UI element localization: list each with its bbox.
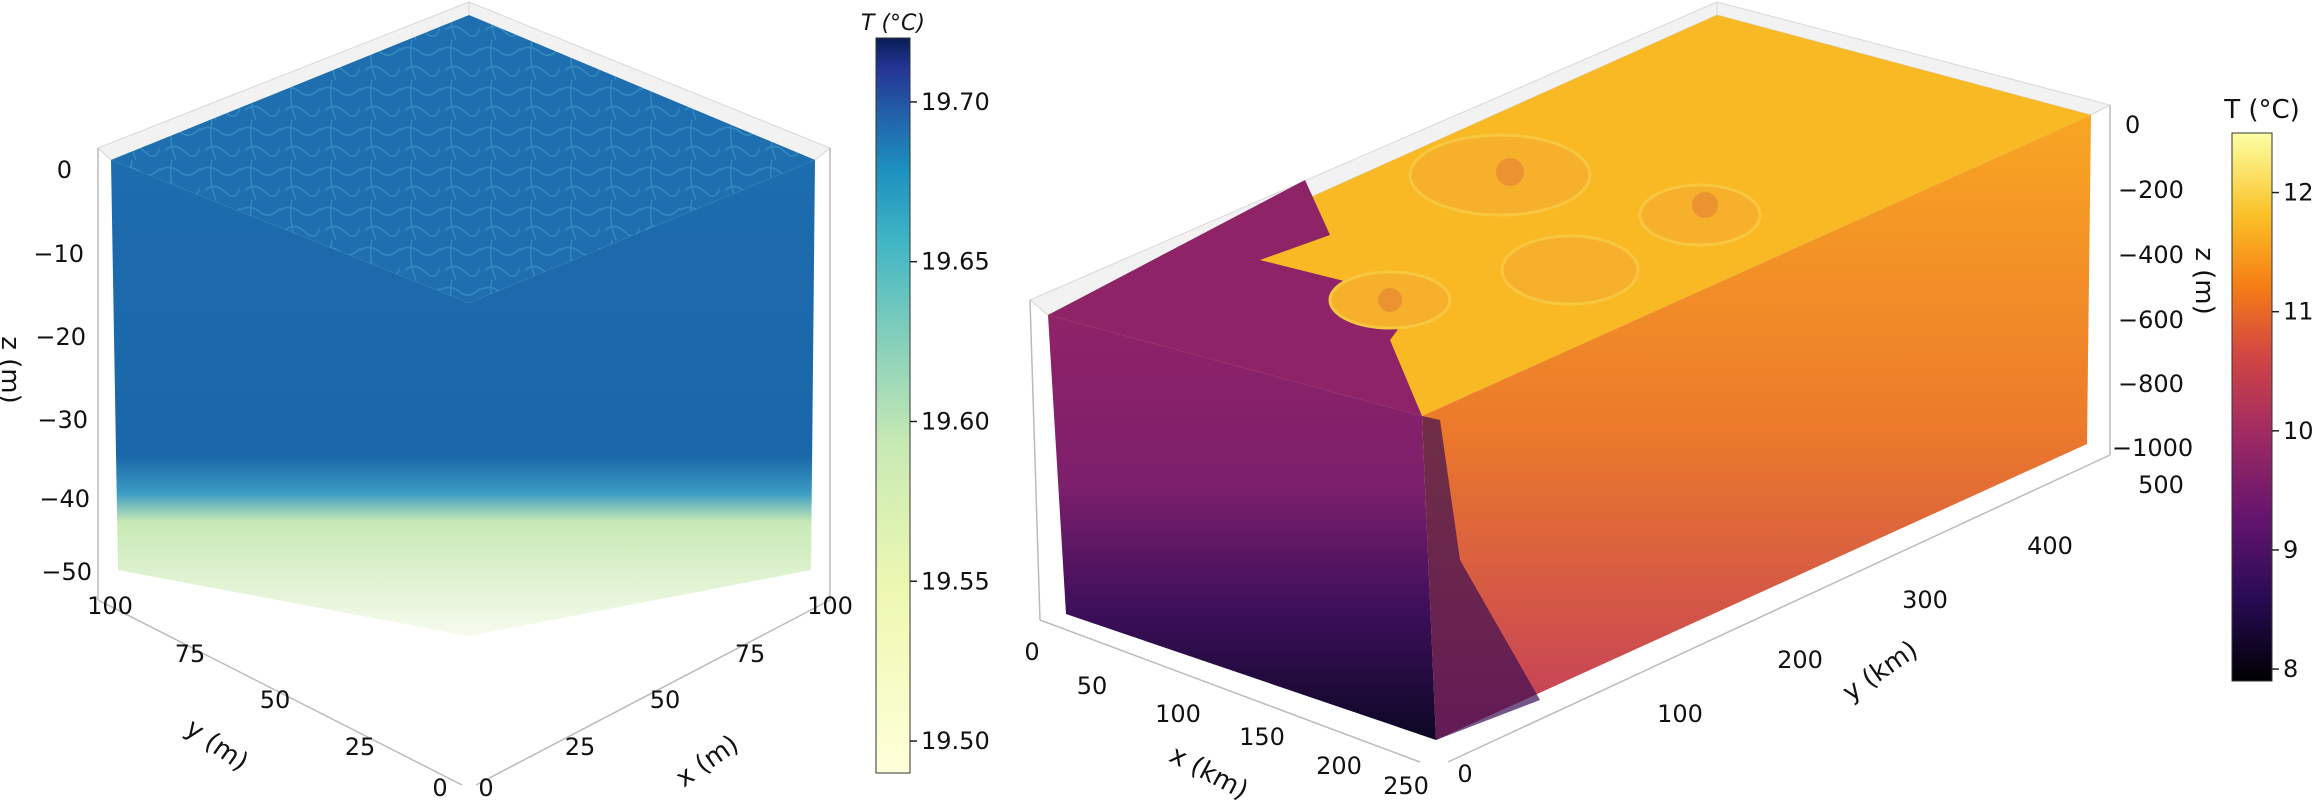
colorbar-title: T (°C)	[861, 11, 925, 36]
colorbar-tick-label: 11	[2283, 298, 2314, 326]
x-axis-label: x (m)	[670, 729, 744, 793]
y-tick: 75	[175, 640, 206, 668]
x-tick: 150	[1239, 723, 1285, 751]
z-tick: 0	[2125, 111, 2140, 139]
top-face-cold-region	[1048, 180, 1422, 416]
front-left-face	[1048, 315, 1436, 740]
z-tick: −800	[2118, 370, 2184, 398]
x-tick: 25	[565, 733, 596, 761]
top-face	[111, 15, 815, 303]
y-tick: 0	[432, 774, 447, 800]
y-axis-label: y (km)	[1837, 635, 1923, 708]
colorbar-gradient	[2231, 132, 2273, 682]
colorbar-tick-label: 19.60	[921, 407, 990, 435]
z-tick: −40	[39, 485, 90, 513]
x-tick: 100	[807, 592, 853, 620]
x-tick: 0	[1024, 638, 1039, 666]
colorbar-tick-label: 10	[2283, 417, 2314, 445]
z-tick: −30	[37, 406, 88, 434]
colorbar-title: T (°C)	[2223, 95, 2300, 125]
front-right-face	[1422, 115, 2091, 740]
z-tick: −200	[2118, 176, 2184, 204]
y-tick: 400	[2027, 532, 2073, 560]
z-tick: −1000	[2112, 434, 2193, 462]
x-tick: 75	[735, 640, 766, 668]
x-tick: 50	[1077, 672, 1108, 700]
x-tick: 200	[1316, 752, 1362, 780]
z-axis-ticks: 0 −200 −400 −600 −800 −1000 z (m)	[2112, 111, 2219, 462]
colorbar-tick-label: 8	[2283, 655, 2298, 683]
y-tick: 100	[1657, 700, 1703, 728]
eddy-cores	[1378, 158, 1718, 312]
y-tick: 50	[260, 686, 291, 714]
y-axis-ticks: 0 25 50 75 100 y (m)	[87, 592, 448, 800]
colorbar-tick-label: 19.55	[921, 567, 990, 595]
x-tick: 0	[478, 774, 493, 800]
y-tick: 500	[2138, 471, 2184, 499]
z-tick: −50	[41, 558, 92, 586]
eddy-box-plot: 0 −200 −400 −600 −800 −1000 z (m) 0 10 0 …	[1024, 1, 2314, 800]
z-tick: 0	[57, 156, 72, 184]
z-axis-label: z (m)	[2189, 247, 2219, 315]
colorbar-tick-label: 19.70	[921, 88, 990, 116]
y-tick: 200	[1777, 646, 1823, 674]
colorbar-gradient	[875, 37, 911, 774]
colorbar-tick-label: 12	[2283, 179, 2314, 207]
y-tick: 100	[87, 592, 133, 620]
x-tick: 250	[1383, 772, 1429, 800]
y-tick: 0	[1457, 760, 1472, 788]
z-tick: −400	[2118, 241, 2184, 269]
z-tick: −20	[35, 323, 86, 351]
z-tick: −10	[33, 240, 84, 268]
y-tick: 25	[345, 733, 376, 761]
y-axis-label: y (m)	[180, 713, 254, 777]
front-left-face	[111, 160, 469, 636]
colorbar-left: T (°C) 19.50 19.55 19.60 19.65 19.70	[861, 11, 990, 774]
x-tick: 100	[1155, 700, 1201, 728]
colorbar-right: T (°C) 8 9 10 11 12	[2223, 95, 2313, 683]
x-tick: 50	[650, 686, 681, 714]
z-axis-ticks: 0 −10 −20 −30 −40 −50 z (m)	[0, 156, 92, 586]
colorbar-tick-label: 19.50	[921, 727, 990, 755]
z-axis-label: z (m)	[0, 336, 25, 404]
colorbar-tick-label: 19.65	[921, 248, 990, 276]
front-right-face	[469, 160, 815, 636]
les-cube-plot: 0 −10 −20 −30 −40 −50 z (m) 0 25 50 75 1…	[0, 1, 990, 800]
z-tick: −600	[2118, 306, 2184, 334]
y-tick: 300	[1902, 586, 1948, 614]
cold-intrusion	[1422, 416, 1540, 740]
colorbar-tick-label: 9	[2283, 536, 2298, 564]
